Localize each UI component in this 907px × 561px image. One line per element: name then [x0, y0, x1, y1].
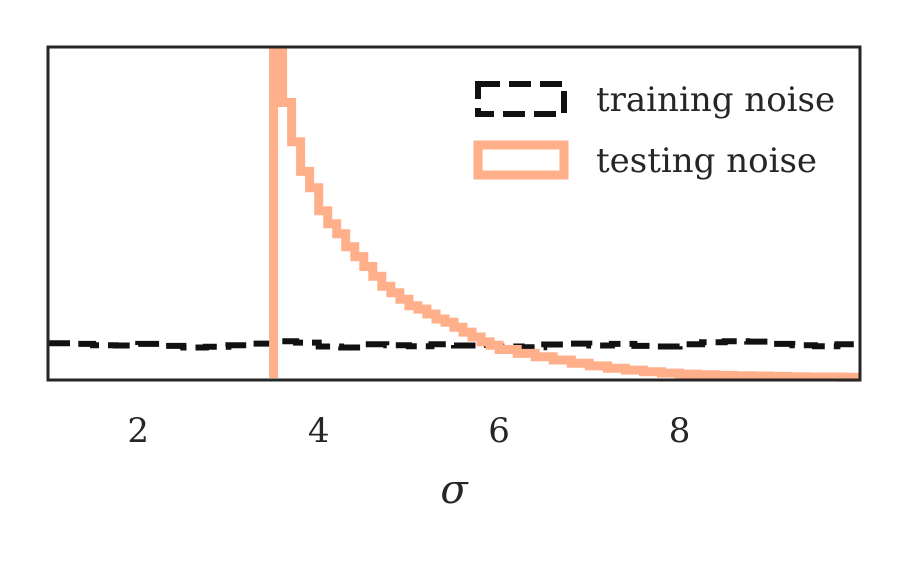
plot-area	[48, 45, 860, 382]
x-axis-label: σ	[440, 467, 469, 513]
x-tick-label: 8	[669, 411, 691, 451]
x-tick-label: 4	[308, 411, 330, 451]
legend-label-testing-noise: testing noise	[596, 141, 817, 181]
legend-label-training-noise: training noise	[596, 80, 835, 120]
plot-frame	[46, 45, 862, 382]
legend-swatch-training-noise	[475, 81, 567, 117]
series-line-training-noise	[48, 338, 860, 351]
legend-item-testing-noise: testing noise	[473, 140, 817, 181]
x-axis-ticks: 2 4 6 8	[127, 411, 690, 451]
x-tick-label: 2	[127, 411, 149, 451]
series-training-noise	[48, 338, 860, 351]
legend-item-training-noise: training noise	[475, 80, 835, 120]
series-line-testing-noise	[269, 45, 860, 382]
legend-swatch-testing-noise	[473, 140, 569, 180]
x-tick-label: 6	[488, 411, 510, 451]
series-testing-noise	[269, 45, 860, 382]
legend: training noise testing noise	[473, 80, 835, 181]
